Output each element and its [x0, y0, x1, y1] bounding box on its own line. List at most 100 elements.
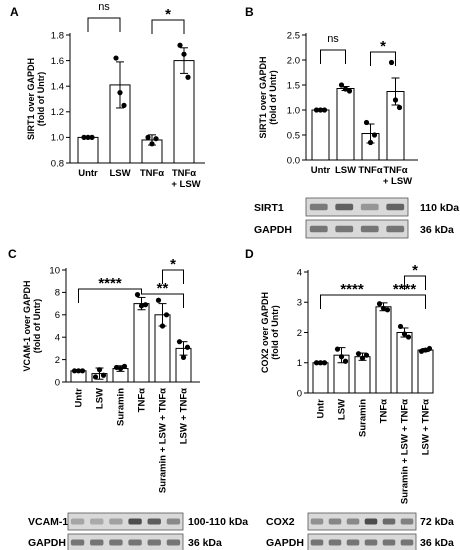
significance-label: **** — [340, 281, 364, 298]
blot-size-label: 36 kDa — [420, 537, 454, 549]
y-tick-label: 8 — [55, 288, 60, 299]
data-point — [71, 368, 78, 374]
data-point — [177, 42, 183, 48]
significance-bracket — [404, 275, 426, 290]
data-point — [363, 119, 370, 126]
data-point — [321, 360, 328, 366]
blot-size-label: 36 kDa — [188, 537, 222, 549]
blot-size-label: 36 kDa — [420, 224, 454, 236]
bar — [77, 136, 99, 164]
y-tick-label: 0.5 — [287, 130, 300, 141]
data-point — [388, 59, 395, 66]
blot-band — [386, 225, 405, 233]
data-point — [176, 339, 183, 345]
data-point — [185, 74, 191, 80]
blot-band — [310, 539, 324, 546]
blot-size-label: 110 kDa — [420, 202, 459, 214]
y-tick-label: 0.8 — [51, 158, 64, 169]
blot-band — [346, 539, 360, 546]
x-tick-label: TNFα — [379, 399, 390, 423]
data-point — [355, 351, 362, 357]
y-tick-label: 1.0 — [51, 133, 64, 144]
blot-band — [90, 518, 104, 525]
data-point — [422, 347, 429, 353]
x-tick-label: LSW + TNFα — [179, 388, 190, 444]
y-tick-label: 10 — [49, 265, 60, 276]
blot-strip — [305, 219, 409, 239]
blot-band — [147, 518, 161, 525]
y-axis-unit: (fold of Untr) — [32, 299, 42, 353]
blot-size-label: 100-110 kDa — [188, 516, 248, 528]
x-tick-label: Untr — [78, 168, 98, 179]
bar — [133, 303, 150, 383]
bar — [375, 306, 392, 394]
data-point — [113, 364, 120, 371]
data-point — [338, 354, 345, 360]
significance-bracket — [370, 51, 396, 66]
data-point — [396, 104, 403, 111]
data-point — [342, 86, 349, 92]
blot-strip — [67, 512, 184, 531]
data-point — [342, 358, 349, 364]
blot-band — [70, 518, 85, 525]
significance-bracket — [87, 17, 121, 32]
x-tick-label: LSW — [337, 399, 348, 420]
y-tick-label: 1.8 — [51, 30, 64, 41]
y-axis-unit: (fold of Untr) — [36, 72, 46, 126]
data-point — [181, 51, 187, 57]
blot-band — [70, 539, 85, 546]
data-point — [145, 134, 151, 140]
significance-bracket — [78, 288, 142, 303]
data-point — [346, 88, 353, 94]
data-point — [163, 312, 170, 318]
data-point — [180, 354, 187, 360]
data-point — [380, 305, 387, 311]
significance-label: * — [170, 256, 176, 273]
blot-protein-label: GAPDH — [28, 537, 66, 549]
x-tick-label: Suramin + LSW + TNFα — [158, 388, 169, 493]
significance-bracket — [320, 49, 346, 64]
x-tick-label: Suramin — [358, 399, 369, 437]
y-tick-label: 1.6 — [51, 56, 64, 67]
x-tick-label: Untr — [74, 388, 85, 408]
bar — [354, 356, 371, 394]
x-tick-label-line2: + LSW — [171, 179, 200, 190]
y-tick-label: 1.4 — [51, 82, 64, 93]
blot-band — [109, 518, 123, 525]
data-point — [89, 134, 95, 140]
y-tick-label: 1.0 — [287, 105, 300, 116]
y-tick-label: 1.5 — [287, 80, 300, 91]
blot-band — [364, 518, 378, 525]
data-point — [100, 372, 107, 378]
y-tick-label: 2.0 — [287, 55, 300, 66]
panel-letter: B — [245, 5, 254, 19]
data-point — [313, 107, 320, 113]
blot-protein-label: GAPDH — [254, 224, 292, 236]
blot-protein-label: GAPDH — [266, 537, 304, 549]
data-point — [85, 134, 91, 140]
significance-bracket — [141, 289, 184, 308]
y-tick-label: 1 — [297, 358, 302, 369]
x-tick-label: LSW + TNFα — [421, 399, 432, 455]
significance-bracket — [162, 269, 184, 284]
data-point — [121, 102, 127, 108]
data-point — [376, 301, 383, 307]
y-tick-label: 2 — [55, 355, 60, 366]
blot-strip — [67, 533, 184, 550]
data-point — [117, 90, 123, 96]
blot-band — [364, 539, 378, 546]
data-point — [392, 97, 399, 103]
significance-label: **** — [98, 275, 122, 292]
x-tick-label: Suramin — [116, 388, 127, 426]
data-point — [418, 348, 425, 354]
x-tick-label: Untr — [316, 399, 327, 419]
blot-band — [382, 539, 396, 546]
y-tick-label: 4 — [297, 267, 302, 278]
x-tick-label: LSW — [95, 388, 106, 409]
blot-band — [328, 518, 342, 525]
bar — [396, 332, 413, 394]
blot-strip — [305, 197, 409, 217]
blot-protein-label: SIRT1 — [254, 202, 284, 214]
blot-band — [309, 225, 328, 233]
